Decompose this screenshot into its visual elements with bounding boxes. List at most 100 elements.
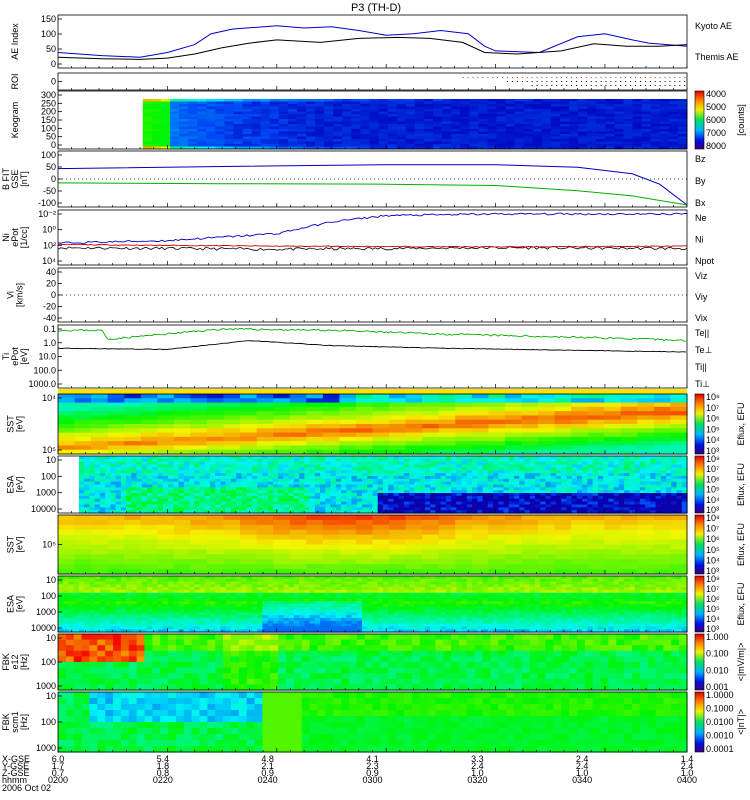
keogram-cell: [596, 119, 606, 122]
esa-ion-spectrogram-cell: [330, 467, 337, 471]
esa-ion-spectrogram-cell: [126, 498, 132, 503]
keogram-cell: [414, 136, 425, 140]
esa-electron-spectrogram-cell: [99, 623, 106, 627]
esa-ion-spectrogram-cell: [173, 473, 180, 477]
sst-ion-spectrogram-cell: [190, 415, 208, 421]
esa-ion-spectrogram-cell: [94, 478, 101, 483]
esa-ion-spectrogram-cell: [666, 507, 672, 511]
keogram-cell: [215, 104, 225, 107]
keogram-cell: [387, 126, 398, 130]
esa-electron-spectrogram-cell: [94, 595, 101, 599]
esa-ion-spectrogram-cell: [529, 481, 536, 486]
sst-electron-spectrogram-cell: [455, 539, 473, 546]
esa-ion-spectrogram-cell: [666, 475, 672, 480]
keogram-cell: [351, 131, 361, 135]
esa-ion-spectrogram-cell: [225, 493, 232, 497]
keogram-cell: [423, 139, 434, 142]
sst-ion-spectrogram-cell: [670, 441, 688, 447]
esa-ion-spectrogram-cell: [272, 504, 279, 508]
esa-ion-spectrogram-cell: [424, 493, 431, 497]
esa-ion-spectrogram-cell: [141, 498, 148, 503]
sst-electron-spectrogram-cell: [273, 564, 291, 570]
esa-electron-spectrogram-cell: [120, 618, 127, 622]
keogram-cell: [514, 109, 525, 112]
esa-electron-spectrogram-cell: [173, 606, 180, 611]
esa-ion-spectrogram-cell: [204, 464, 211, 468]
sst-ion-spectrogram-cell: [637, 424, 655, 429]
esa-ion-spectrogram-cell: [225, 484, 232, 488]
esa-ion-spectrogram-cell: [430, 475, 436, 480]
esa-ion-spectrogram-cell: [597, 504, 604, 508]
sst-electron-spectrogram-cell: [637, 559, 655, 565]
esa-ion-spectrogram-cell: [576, 498, 583, 503]
esa-ion-spectrogram-cell: [645, 467, 651, 471]
esa-ion-spectrogram-cell: [603, 461, 609, 466]
sst-ion-spectrogram-cell: [58, 441, 76, 447]
esa-ion-spectrogram-cell: [147, 467, 153, 471]
esa-ion-spectrogram-cell: [398, 481, 405, 486]
sst-ion-spectrogram-cell: [471, 424, 489, 429]
keogram-cell: [324, 126, 334, 130]
esa-electron-spectrogram-cell: [157, 581, 164, 585]
esa-ion-spectrogram-cell: [681, 461, 688, 466]
esa-ion-spectrogram-cell: [597, 481, 604, 486]
esa-ion-spectrogram-cell: [508, 473, 515, 477]
esa-ion-spectrogram-cell: [618, 495, 625, 500]
keogram-cell: [396, 139, 407, 142]
esa-electron-spectrogram-cell: [152, 587, 159, 591]
esa-electron-spectrogram-cell: [136, 595, 143, 599]
keogram-cell: [569, 104, 579, 107]
keogram-cell: [560, 114, 570, 117]
keogram-cell: [605, 116, 615, 120]
esa-ion-spectrogram-cell: [608, 467, 615, 471]
esa-ion-spectrogram-cell: [545, 458, 552, 463]
esa-electron-spectrogram-cell: [115, 590, 122, 594]
esa-ion-spectrogram-cell: [89, 487, 96, 491]
esa-electron-spectrogram-cell: [147, 581, 153, 585]
esa-ion-spectrogram-cell: [356, 490, 363, 494]
esa-ion-spectrogram-cell: [215, 490, 222, 494]
esa-ion-spectrogram-cell: [320, 481, 326, 486]
esa-ion-spectrogram-cell: [388, 487, 395, 491]
esa-ion-spectrogram-cell: [424, 456, 431, 460]
esa-ion-spectrogram-cell: [655, 464, 662, 468]
esa-ion-spectrogram-cell: [613, 504, 620, 508]
sst-electron-spectrogram-cell: [538, 529, 556, 536]
esa-ion-spectrogram-cell: [84, 481, 91, 486]
keogram-cell: [296, 114, 307, 117]
esa-ion-spectrogram-cell: [152, 504, 159, 508]
esa-ion-spectrogram-cell: [445, 458, 452, 463]
esa-ion-spectrogram-cell: [388, 475, 395, 480]
esa-ion-spectrogram-cell: [325, 458, 332, 463]
sst-ion-spectrogram-cell: [587, 441, 605, 447]
keogram-cell: [514, 146, 525, 150]
esa-ion-spectrogram-cell: [540, 478, 547, 483]
esa-ion-spectrogram-cell: [210, 498, 216, 503]
esa-ion-spectrogram-cell: [645, 481, 651, 486]
sst-electron-spectrogram-cell: [422, 515, 440, 521]
esa-electron-spectrogram-cell: [58, 612, 64, 616]
esa-ion-spectrogram-cell: [456, 475, 463, 480]
esa-electron-spectrogram-cell: [178, 620, 185, 625]
esa-ion-spectrogram-cell: [141, 473, 148, 477]
keogram-cell: [496, 99, 507, 102]
sst-ion-spectrogram-cell: [504, 406, 523, 412]
keogram-cell: [659, 121, 670, 125]
keogram-cell: [614, 104, 625, 107]
esa-electron-spectrogram-cell: [84, 629, 91, 633]
esa-ion-spectrogram-cell: [330, 478, 337, 483]
esa-ion-spectrogram-cell: [304, 501, 311, 506]
esa-ion-spectrogram-cell: [246, 495, 253, 500]
sst-ion-spectrogram-cell: [289, 445, 307, 451]
keogram-cell: [414, 146, 425, 150]
keogram-cell: [315, 116, 325, 120]
esa-ion-spectrogram-cell: [503, 473, 510, 477]
esa-ion-spectrogram-cell: [288, 507, 295, 511]
keogram-cell: [224, 101, 234, 105]
keogram-cell: [351, 119, 361, 122]
sst-ion-spectrogram-cell: [74, 428, 92, 434]
sst-ion-spectrogram-cell: [422, 436, 440, 442]
keogram-cell: [569, 136, 579, 140]
sst-ion-spectrogram-cell: [256, 415, 274, 421]
esa-ion-spectrogram-cell: [587, 467, 594, 471]
